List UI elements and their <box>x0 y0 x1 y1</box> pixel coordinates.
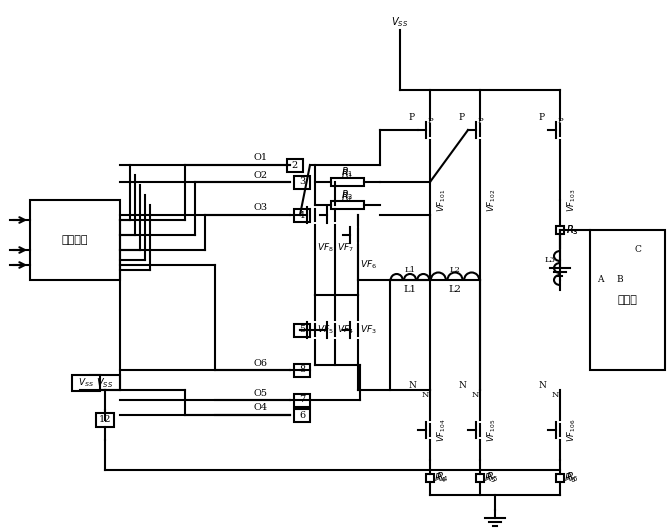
Text: O5: O5 <box>254 388 268 397</box>
Bar <box>590 230 665 370</box>
Text: $R_5$: $R_5$ <box>484 471 496 485</box>
Text: O3: O3 <box>254 204 268 213</box>
Text: A: A <box>597 276 603 285</box>
Text: L1: L1 <box>404 286 417 295</box>
Text: P: P <box>459 113 465 122</box>
Text: $VF_7$: $VF_7$ <box>337 242 354 254</box>
Text: $R_1$: $R_1$ <box>341 165 353 179</box>
Text: $R_4$: $R_4$ <box>433 471 446 485</box>
Text: $VF_{102}$: $VF_{102}$ <box>485 188 497 212</box>
Bar <box>556 473 564 481</box>
Text: 8: 8 <box>299 366 305 375</box>
Text: O2: O2 <box>254 170 268 179</box>
Text: N: N <box>408 380 416 389</box>
Text: 5: 5 <box>299 325 305 334</box>
Text: $VF_3$: $VF_3$ <box>360 324 377 336</box>
Text: 6: 6 <box>299 411 305 419</box>
Text: $R_3$: $R_3$ <box>566 223 579 237</box>
Bar <box>90 375 120 390</box>
Text: $V_{SS}$: $V_{SS}$ <box>78 377 94 389</box>
Text: O1: O1 <box>254 153 268 162</box>
Bar <box>331 178 364 186</box>
Bar <box>30 200 120 280</box>
Text: 4: 4 <box>299 211 305 220</box>
Text: P: P <box>557 117 563 125</box>
Text: 3: 3 <box>299 178 305 187</box>
Text: C: C <box>634 245 642 254</box>
Bar <box>72 375 100 391</box>
Text: N: N <box>551 391 558 399</box>
Text: P: P <box>427 117 433 125</box>
Text: 电动机: 电动机 <box>617 295 637 305</box>
Text: 2: 2 <box>292 160 298 169</box>
Text: L1: L1 <box>405 266 415 274</box>
Text: 7: 7 <box>299 396 305 405</box>
Text: $R_4$: $R_4$ <box>435 471 448 485</box>
Text: 输出译码: 输出译码 <box>62 235 88 245</box>
Text: L2: L2 <box>449 286 462 295</box>
Text: N: N <box>458 380 466 389</box>
Bar <box>294 363 310 377</box>
Text: $R_5$: $R_5$ <box>486 471 498 485</box>
Bar <box>294 208 310 222</box>
Bar <box>331 201 364 209</box>
Text: $VF_{104}$: $VF_{104}$ <box>435 418 448 442</box>
Bar <box>294 394 310 406</box>
Text: 12: 12 <box>99 415 112 424</box>
Text: P: P <box>409 113 415 122</box>
Text: $V_{SS}$: $V_{SS}$ <box>392 15 409 29</box>
Bar <box>426 473 434 481</box>
Text: $V_{SS}$: $V_{SS}$ <box>97 376 114 390</box>
Text: N: N <box>471 391 478 399</box>
Text: N: N <box>421 391 429 399</box>
Bar <box>294 408 310 422</box>
Text: $VF_{106}$: $VF_{106}$ <box>565 418 577 442</box>
Text: O6: O6 <box>254 359 268 368</box>
Text: $R_6$: $R_6$ <box>566 471 579 485</box>
Bar <box>476 473 484 481</box>
Text: $R_1$: $R_1$ <box>341 167 353 181</box>
Text: $VF_5$: $VF_5$ <box>317 324 334 336</box>
Text: $VF_8$: $VF_8$ <box>317 242 334 254</box>
Bar <box>294 324 310 336</box>
Text: $VF_4$: $VF_4$ <box>337 324 354 336</box>
Text: $VF_{103}$: $VF_{103}$ <box>565 188 577 212</box>
Text: $VF_{105}$: $VF_{105}$ <box>485 418 497 442</box>
Text: L2: L2 <box>450 266 460 274</box>
Bar <box>96 413 114 427</box>
Text: P: P <box>477 117 482 125</box>
Text: $R_2$: $R_2$ <box>341 188 353 202</box>
Text: L3: L3 <box>544 256 556 264</box>
Text: P: P <box>539 113 545 122</box>
Text: $VF_{101}$: $VF_{101}$ <box>435 188 448 212</box>
Text: B: B <box>617 276 624 285</box>
Text: N: N <box>538 380 546 389</box>
Text: O4: O4 <box>254 404 268 413</box>
Bar <box>556 226 564 234</box>
Text: $R_3$: $R_3$ <box>566 223 579 237</box>
Text: $R_6$: $R_6$ <box>564 471 577 485</box>
Bar <box>287 159 303 171</box>
Bar <box>294 176 310 188</box>
Text: $VF_6$: $VF_6$ <box>360 259 377 271</box>
Text: $R_2$: $R_2$ <box>341 190 353 204</box>
